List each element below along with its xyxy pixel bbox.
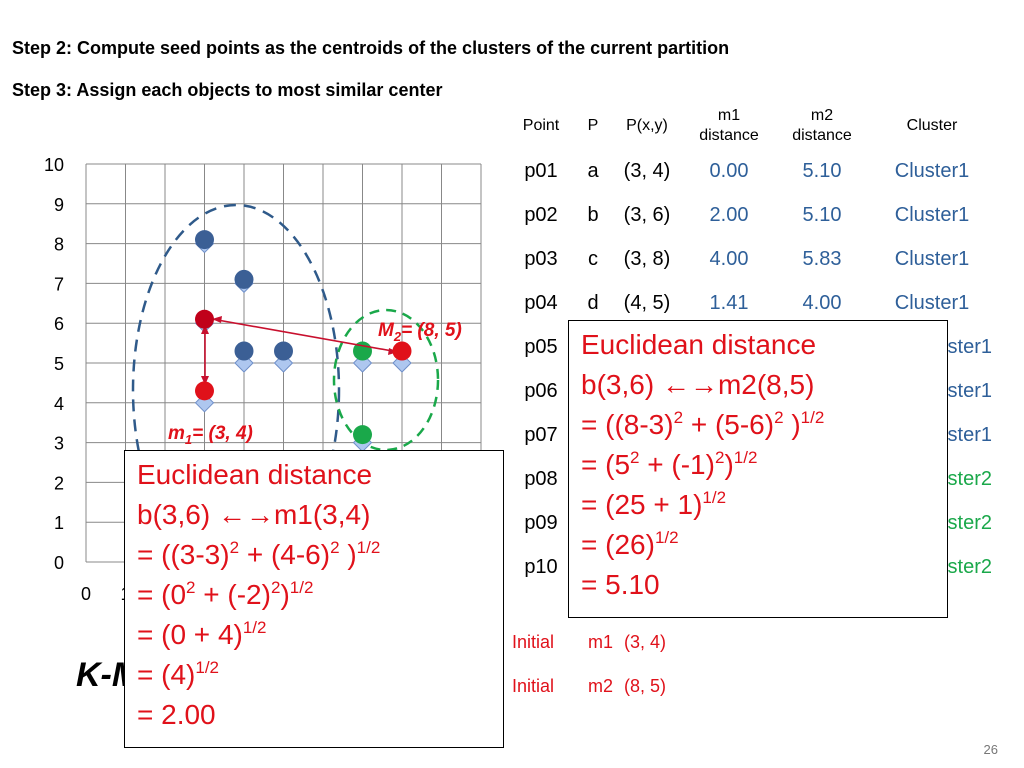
- cell-cluster: ster1: [947, 379, 992, 402]
- arrowhead-b-top: [201, 325, 209, 334]
- cell-point: p03: [524, 247, 558, 270]
- step3-text: Step 3: Assign each objects to most simi…: [12, 80, 443, 100]
- cell-pxy: (3, 4): [623, 159, 671, 182]
- cell-m2: 5.83: [802, 247, 842, 270]
- y-tick-label: 1: [54, 513, 64, 533]
- header-m1-distance: m1 distance: [699, 107, 759, 144]
- table-header-row: Point P P(x,y) m1 distance m2 distance Clu…: [504, 103, 992, 149]
- cell-cluster: Cluster1: [894, 291, 970, 314]
- cell-cluster: Cluster1: [894, 203, 970, 226]
- cluster1-points: [195, 230, 293, 361]
- cluster2-point: [353, 425, 372, 445]
- table-row: p09 ster2: [504, 501, 992, 545]
- centroid-m2: [392, 341, 412, 361]
- euclidean-box-m2: Euclidean distance b(3,6) ←→m2(8,5) = ((…: [568, 320, 948, 618]
- cluster1-point: [234, 269, 254, 289]
- cell-m2: 5.10: [802, 203, 842, 226]
- table-row: p02 b (3, 6) 2.00 5.10 Cluster1: [504, 193, 992, 237]
- cell-cluster: ster2: [947, 467, 992, 490]
- initial-m2-row: Initial m2 (8, 5): [512, 676, 667, 696]
- table-row: p10 ster2: [504, 545, 992, 589]
- cell-point: p07: [524, 423, 558, 446]
- cell-cluster: ster2: [947, 511, 992, 534]
- cluster2-ellipse: [332, 308, 440, 452]
- table-row: p07 ster1: [504, 413, 992, 457]
- page-number: 26: [983, 742, 998, 757]
- header-pxy: P(x,y): [626, 117, 668, 134]
- selected-point-b: [195, 309, 214, 329]
- cell-pxy: (3, 8): [623, 247, 671, 270]
- arrowhead-b-end: [212, 316, 222, 323]
- centroid-points: [195, 341, 412, 401]
- cell-m1: 1.41: [709, 291, 749, 314]
- distance-table: Point P P(x,y) m1 distance m2 distance Clu…: [504, 103, 992, 589]
- euclidean-box-m1: Euclidean distance b(3,6) ←→m1(3,4) = ((…: [124, 450, 504, 748]
- m1-annotation: m1= (3, 4): [168, 423, 253, 447]
- x-tick-label: 0: [81, 584, 91, 604]
- cell-m1: 0.00: [709, 159, 749, 182]
- cell-point: p08: [524, 467, 558, 490]
- cell-point: p01: [524, 159, 558, 182]
- table-row: p04 d (4, 5) 1.41 4.00 Cluster1: [504, 281, 992, 325]
- y-tick-labels: 0 1 2 3 4 5 6 7 8 9 10: [44, 155, 64, 573]
- cluster1-point: [274, 341, 293, 361]
- y-tick-label: 10: [44, 155, 64, 175]
- cell-point: p04: [524, 291, 558, 314]
- y-tick-label: 9: [54, 195, 64, 215]
- m2-annotation: M2= (8, 5): [378, 320, 462, 344]
- y-tick-label: 3: [54, 434, 64, 454]
- y-tick-label: 4: [54, 394, 64, 414]
- y-tick-label: 7: [54, 274, 64, 294]
- table-row: p08 ster2: [504, 457, 992, 501]
- cell-cluster: ster1: [947, 335, 992, 358]
- y-tick-label: 8: [54, 235, 64, 255]
- header-cluster: Cluster: [906, 117, 958, 134]
- cell-cluster: Cluster1: [894, 247, 970, 270]
- cell-point: p10: [524, 555, 558, 578]
- centroid-m1: [195, 381, 214, 401]
- cluster1-point: [195, 230, 214, 250]
- table-row: p03 c (3, 8) 4.00 5.83 Cluster1: [504, 237, 992, 281]
- cell-m1: 4.00: [709, 247, 749, 270]
- header-point: Point: [522, 117, 560, 134]
- cell-cluster: Cluster1: [894, 159, 970, 182]
- cell-p: a: [587, 159, 599, 182]
- cell-point: p09: [524, 511, 558, 534]
- arrowhead-m1-bottom: [201, 376, 209, 385]
- header-p: P: [587, 117, 599, 134]
- cell-pxy: (3, 6): [623, 203, 671, 226]
- cell-p: c: [588, 247, 598, 270]
- cell-point: p05: [524, 335, 558, 358]
- y-tick-label: 0: [54, 553, 64, 573]
- cell-cluster: ster1: [947, 423, 992, 446]
- cell-p: d: [587, 291, 599, 314]
- table-row: p01 a (3, 4) 0.00 5.10 Cluster1: [504, 149, 992, 193]
- table-row: p06 ster1: [504, 369, 992, 413]
- data-diamonds: [194, 233, 412, 453]
- cluster1-point: [234, 341, 254, 361]
- header-m2-distance: m2 distance: [792, 107, 852, 144]
- cell-point: p06: [524, 379, 558, 402]
- cell-p: b: [587, 203, 599, 226]
- table-row: p05 ster1: [504, 325, 992, 369]
- cell-pxy: (4, 5): [623, 291, 671, 314]
- y-tick-label: 5: [54, 354, 64, 374]
- y-tick-label: 2: [54, 473, 64, 493]
- cell-point: p02: [524, 203, 558, 226]
- cell-cluster: ster2: [947, 555, 992, 578]
- cell-m2: 5.10: [802, 159, 842, 182]
- cell-m2: 4.00: [802, 291, 842, 314]
- y-tick-label: 6: [54, 314, 64, 334]
- step2-text: Step 2: Compute seed points as the centr…: [12, 38, 730, 58]
- arrow-b-m2: [211, 318, 399, 353]
- initial-m1-row: Initial m1 (3, 4): [512, 632, 667, 652]
- selected-point: [195, 309, 214, 329]
- cell-m1: 2.00: [709, 203, 749, 226]
